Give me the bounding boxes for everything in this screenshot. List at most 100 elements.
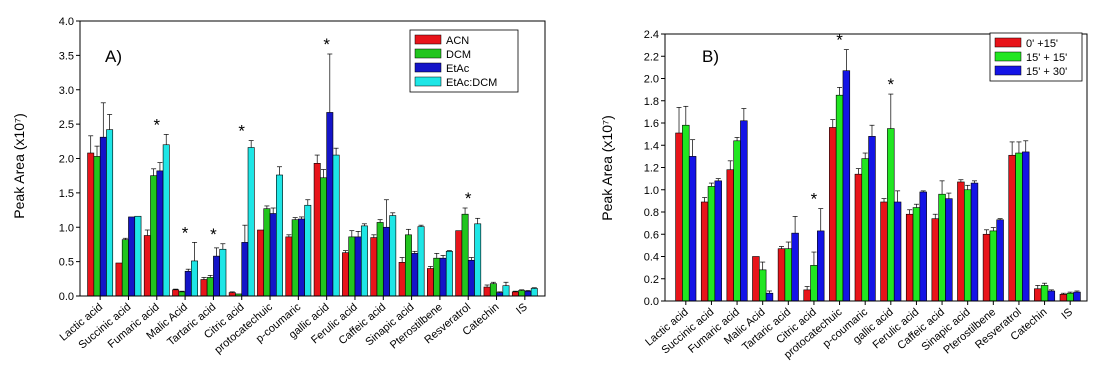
panel-b-bar (868, 136, 876, 302)
panel-a-y-tick-label: 4.0 (59, 16, 74, 28)
panel-b-significance-star: * (836, 31, 843, 50)
panel-a-bar (213, 255, 221, 297)
panel-a-y-axis-label: Peak Area (x10⁷) (11, 113, 27, 218)
panel-a-bar (184, 270, 192, 297)
panel-b-bar (1034, 288, 1042, 302)
panel-b-bar (905, 213, 914, 302)
panel-b-y-tick-label: 1.4 (644, 140, 659, 152)
panel-b-bar (810, 265, 818, 302)
panel-a-bar (382, 226, 390, 297)
panel-b-bar (989, 230, 998, 302)
panel-b-bar (1073, 291, 1081, 302)
panel-b-bar (1040, 285, 1049, 302)
panel-b-y-tick-label: 2.2 (644, 51, 659, 63)
panel-b-bar (861, 158, 869, 302)
panel-b-bar (675, 132, 683, 302)
panel-a-bar (320, 177, 327, 297)
panel-a-bar (483, 286, 491, 297)
panel-a-legend-label: DCM (446, 49, 471, 61)
panel-b-y-tick-label: 0.6 (644, 229, 659, 241)
panel-b-significance-star: * (811, 190, 818, 209)
panel-a-legend-swatch (414, 62, 442, 73)
panel-b-bar (970, 182, 979, 302)
panel-b-bar (688, 156, 697, 302)
panel-a-legend-swatch (414, 48, 442, 59)
panel-a-bar (427, 268, 434, 297)
panel-a-bar (489, 283, 497, 297)
panel-a-bar (433, 257, 441, 297)
panel-a-bar (348, 236, 356, 297)
panel-b-bar (931, 218, 939, 302)
panel-b-bar (791, 232, 799, 302)
panel-a-significance-star: * (238, 122, 245, 141)
panel-b-bar (752, 256, 760, 302)
panel-b-bar (938, 193, 946, 302)
panel-b-y-axis-label: Peak Area (x10⁷) (599, 115, 615, 220)
panel-b-significance-star: * (888, 75, 895, 94)
panel-b-bar (912, 207, 921, 302)
panel-a-significance-star: * (210, 225, 217, 244)
panel-b-bar (996, 219, 1004, 302)
panel-b-y-tick-label: 1.8 (644, 96, 659, 108)
panel-a-bar (326, 112, 334, 297)
panel-a-bar (342, 252, 349, 297)
panel-b-bar (733, 140, 741, 302)
panel-a-bar (304, 204, 312, 297)
panel-a-legend-swatch (414, 34, 442, 45)
panel-b: B) Peak Area (x10⁷) Lactic acidSuccinic … (599, 29, 1088, 361)
panel-b-bar (1015, 152, 1023, 302)
panel-a-y-tick-label: 0.5 (59, 257, 74, 269)
panel-a-bar (263, 208, 271, 297)
panel-a-bar (99, 136, 107, 297)
panel-b-y-tick-label: 1.2 (644, 163, 659, 175)
panel-a-x-tick-label: IS (514, 301, 530, 317)
panel-a-significance-star: * (323, 35, 330, 54)
panel-b-bar (1059, 294, 1068, 302)
panel-a-y-tick-label: 2.0 (59, 154, 74, 166)
panel-b-bar (682, 124, 690, 302)
panel-b-y-tick-label: 1.6 (644, 118, 659, 130)
panel-b-y-tick-label: 2.4 (644, 29, 659, 41)
panel-a-bar (276, 174, 283, 297)
panel-a-bar (162, 144, 170, 297)
panel-a-bar (313, 163, 321, 297)
panel-b-legend-swatch (994, 37, 1022, 48)
panel-a-y-tick-label: 1.0 (59, 222, 74, 234)
panel-a-bar (172, 289, 180, 297)
panel-a-bar (524, 290, 532, 297)
panel-b-bar (777, 248, 786, 302)
panel-b-bar (963, 189, 972, 302)
panel-b-bar (714, 180, 722, 302)
panel-a-bar (376, 222, 384, 297)
panel-a-bar (398, 262, 406, 297)
panel-b-y-tick-label: 0.8 (644, 207, 659, 219)
panel-a-bar (354, 236, 362, 297)
panel-a-bar (269, 213, 277, 297)
panel-b-bar (893, 201, 902, 302)
panel-a-bar (200, 279, 208, 297)
panel-b-bar (726, 169, 734, 302)
panel-a-bar (360, 225, 368, 297)
panel-a-bar (93, 156, 101, 297)
panel-b-bar (784, 248, 793, 302)
panel-b-legend-swatch (994, 65, 1022, 76)
panel-a-y-tick-label: 3.5 (59, 50, 74, 62)
panel-a-bar (530, 288, 538, 297)
panel-a-bar (128, 216, 136, 297)
panel-b-bar (835, 94, 844, 302)
panel-a-bar (511, 291, 519, 297)
panel-a-bar (191, 260, 198, 297)
panel-a-bar (461, 213, 469, 297)
panel-a-bar (87, 152, 95, 297)
panel-a-bar (257, 229, 265, 297)
panel-b-legend-label: 15' + 15' (1026, 52, 1067, 64)
panel-b-title: B) (702, 47, 719, 66)
panel-b-bar (842, 70, 851, 302)
panel-a-bar (455, 230, 463, 297)
panel-b-bar (880, 201, 888, 302)
panel-a-bar (439, 257, 447, 297)
panel-a-bar (518, 290, 526, 297)
panel-b-legend-swatch (994, 51, 1022, 62)
panel-b-legend-label: 15' + 30' (1026, 66, 1067, 78)
panel-b-bar (982, 233, 991, 302)
